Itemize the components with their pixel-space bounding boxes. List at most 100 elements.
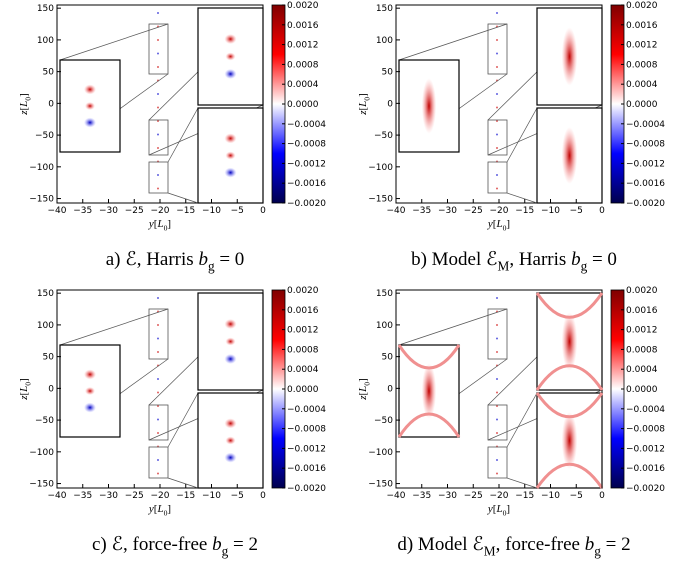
y-tick-label: −50 [35,416,54,426]
x-axis-label: y[L0] [148,218,171,232]
zoom-box [487,161,508,194]
field-dot [496,324,498,326]
text-part: L [357,101,369,108]
field-image [397,292,604,489]
text-part: M [498,259,510,274]
colorbar-tick-label: 0.0020 [626,286,658,296]
colorbar-tick-label: −0.0012 [287,444,326,454]
colorbar-tick-label: 0.0016 [287,21,319,31]
colorbar-tick-label: 0.0012 [626,41,658,51]
field-dot [157,432,159,434]
text-part: a) ℰ, Harris [106,249,199,270]
field-dot [496,418,498,421]
y-tick-label: 100 [37,321,54,331]
x-tick-label: −10 [541,206,560,216]
x-tick-label: −35 [412,491,431,501]
x-tick-label: −40 [48,491,67,501]
text-part: [ [18,107,30,111]
field-blob [84,369,96,380]
colorbar-tick-label: 0.0016 [626,21,658,31]
y-tick-label: 50 [43,353,55,363]
y-tick-label: −100 [29,448,54,458]
caption: b) Model ℰM, Harris bg = 0 [411,249,617,274]
colorbar-tick-label: −0.0012 [287,159,326,169]
colorbar-tick-label: 0.0000 [287,100,319,110]
zoom-box [148,404,169,441]
y-tick-label: 150 [376,4,393,14]
field-dot [496,39,498,41]
colorbar-tick-label: 0.0020 [287,1,319,11]
field-dot [157,351,159,353]
y-tick-label: 50 [382,353,394,363]
field-dot [157,174,159,176]
field-blob [561,412,578,469]
y-tick-label: −100 [29,163,54,173]
field-dot [496,351,498,353]
colorbar-tick-label: 0.0000 [626,100,658,110]
text-part: z [357,110,369,116]
inset [197,107,264,204]
colorbar-tick-label: 0.0004 [287,80,319,90]
text-part: 0 [23,97,32,101]
y-tick-label: 100 [37,36,54,46]
colorbar-tick-label: −0.0012 [626,159,665,169]
zoom-box [487,404,508,441]
x-tick-label: −15 [515,491,534,501]
y-tick-label: −100 [368,163,393,173]
y-tick-label: −150 [29,195,54,205]
x-tick-label: −20 [151,206,170,216]
text-part: ] [506,503,510,515]
text-part: c) ℰ, force-free [92,534,212,555]
field-blob [224,319,237,330]
x-tick-label: −35 [73,206,92,216]
text-part: ] [357,93,369,97]
field-dot [496,120,498,122]
text-part: y [487,503,493,515]
text-part: L [18,101,30,108]
field-dot [157,459,159,461]
text-part: b [212,534,222,555]
field-blob [84,84,96,95]
text-part: b [198,249,208,270]
colorbar-tick-label: 0.0000 [287,385,319,395]
y-tick-label: −50 [374,131,393,141]
field-blob [224,353,237,364]
field-dot [157,147,159,149]
field-blob [561,312,578,371]
field-blob [561,127,578,184]
field-dot [157,337,159,340]
x-axis-label: y[L0] [148,503,171,517]
y-tick-label: −100 [368,448,393,458]
field-dot [496,337,498,340]
y-axis-label: z[L0] [18,378,32,401]
field-dot [496,147,498,149]
text-part: ] [167,218,171,230]
field-curve [535,392,604,489]
text-part: M [484,544,496,559]
y-axis-label: z[L0] [357,378,371,401]
colorbar-tick-label: −0.0020 [287,199,326,209]
field-blob [421,363,437,419]
y-tick-label: 0 [387,384,393,394]
text-part: 0 [23,382,32,386]
field-blob [225,52,236,61]
text-part: 0 [503,223,507,232]
colorbar-tick-label: −0.0004 [626,120,665,130]
field-blob [224,68,237,79]
text-part: g [222,544,229,559]
zoom-box [148,308,169,360]
field-dot [496,297,498,299]
field-curve [397,344,461,438]
y-tick-label: 50 [382,68,394,78]
field-curve [535,292,604,391]
colorbar-tick-label: 0.0004 [626,365,658,375]
field-dot [157,187,159,190]
colorbar-tick-label: 0.0008 [287,60,319,70]
field-blob [224,133,237,144]
zoom-box [148,23,169,75]
text-part: d) Model ℰ [397,534,483,555]
field-dot [157,106,159,109]
field-blob [84,117,96,128]
field-blob [225,151,236,160]
zoom-box [487,446,508,479]
